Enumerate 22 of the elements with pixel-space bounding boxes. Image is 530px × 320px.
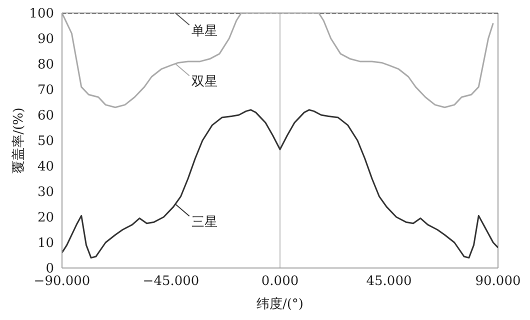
line-series [62,109,498,259]
legend-label: 三星 [191,215,218,230]
legend-label: 单星 [191,24,218,39]
x-axis-title: 纬度/(°) [256,296,304,312]
y-tick-label: 80 [37,58,54,73]
x-tick-label: 45.000 [366,274,412,290]
y-tick-label: 90 [37,32,54,48]
y-tick-label: 60 [37,108,54,124]
legend-label: 双星 [191,74,218,90]
y-tick-label: 20 [37,210,54,226]
y-tick-label: 30 [37,185,54,200]
y-axis-title: 覆盖率/(%) [10,108,27,174]
y-tick-label: 70 [37,83,54,98]
y-tick-label: 100 [29,6,54,22]
x-tick-label: 90.000 [475,274,521,290]
line-series [62,13,494,108]
x-tick-label: −45.000 [142,274,200,290]
y-tick-label: 40 [37,160,54,175]
x-tick-label: 0.000 [261,274,299,290]
x-tick-label: −90.000 [34,274,90,290]
y-tick-label: 10 [37,236,54,252]
y-tick-label: 50 [37,134,54,150]
